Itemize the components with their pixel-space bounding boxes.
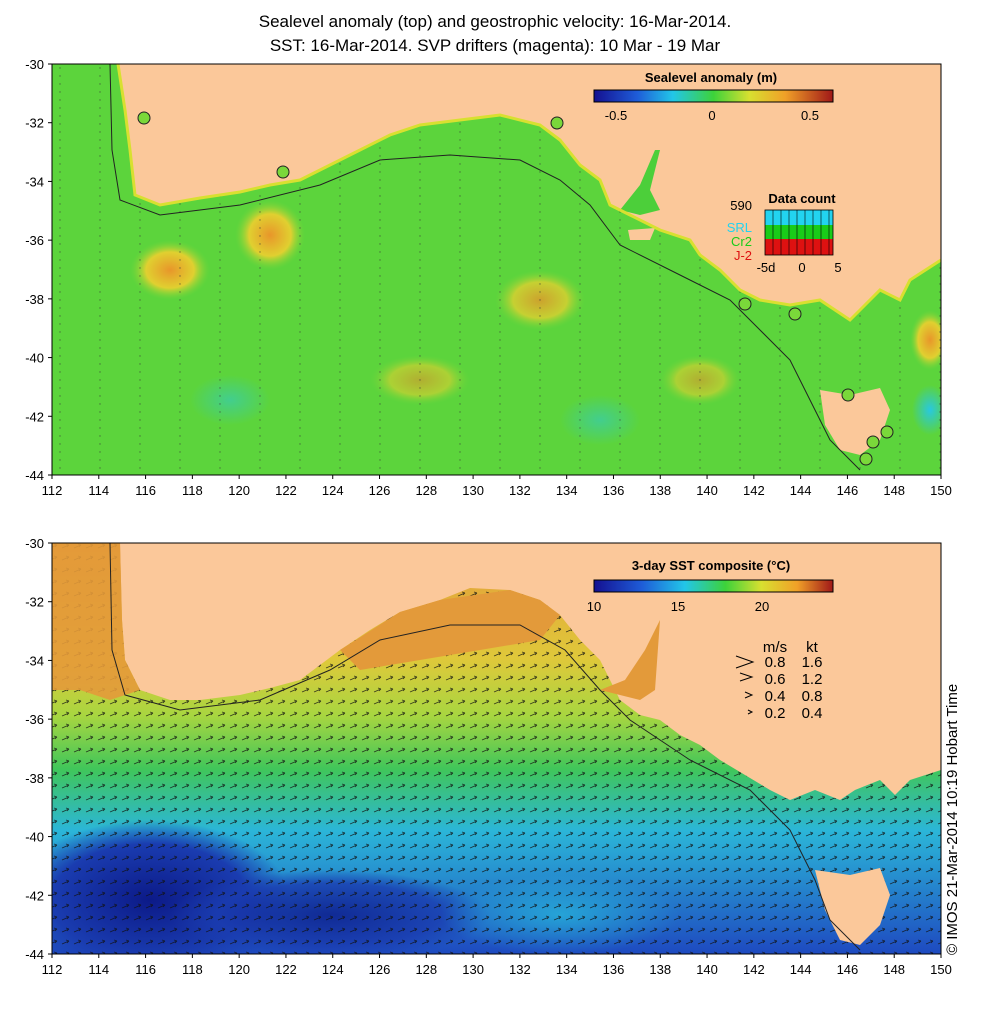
top-y-tick-label: -34	[25, 174, 44, 189]
bottom-y-tick-label: -38	[25, 771, 44, 786]
data-count-series-cr2: Cr2	[731, 234, 752, 249]
bottom-x-tick-label: 126	[369, 962, 391, 977]
bottom-x-tick-label: 120	[228, 962, 250, 977]
bottom-y-tick-label: -32	[25, 595, 44, 610]
bottom-x-tick-label: 150	[930, 962, 952, 977]
bottom-y-tick-label: -30	[25, 536, 44, 551]
sla-tick-1: 0	[708, 108, 715, 123]
sst-tick-1: 15	[671, 599, 685, 614]
data-count-tick-0: -5d	[757, 260, 776, 275]
data-count-bars	[764, 209, 834, 256]
australia-landmass-top	[52, 64, 941, 320]
bottom-x-tick-label: 146	[837, 962, 859, 977]
speed-row-3-kt: 0.8	[802, 688, 823, 705]
top-x-tick-label: 124	[322, 483, 344, 498]
sla-tick-2: 0.5	[801, 108, 819, 123]
top-x-tick-label: 130	[462, 483, 484, 498]
bottom-x-tick-label: 142	[743, 962, 765, 977]
bottom-x-tick-label: 112	[42, 962, 63, 977]
australia-landmass-bottom	[120, 543, 941, 800]
top-x-tick-label: 120	[228, 483, 250, 498]
top-y-tick-label: -30	[25, 57, 44, 72]
data-count-inset: Data count 590 SRL Cr2 J-2 -5d 0 5	[727, 191, 842, 275]
speed-row-3-ms: 0.4	[765, 688, 786, 705]
top-map-frame	[51, 63, 942, 476]
top-y-tick-label: -38	[25, 292, 44, 307]
map-title-line-1: Sealevel anomaly (top) and geostrophic v…	[258, 12, 732, 31]
speed-row-4-ms: 0.2	[765, 705, 786, 722]
bottom-y-tick-label: -44	[25, 947, 44, 962]
top-x-tick-label: 150	[930, 483, 952, 498]
imos-copyright: © IMOS 21-Mar-2014 10:19 Hobart Time	[944, 683, 961, 955]
top-x-tick-label: 146	[837, 483, 859, 498]
top-x-tick-label: 116	[135, 483, 156, 498]
data-count-tick-1: 0	[798, 260, 805, 275]
top-x-tick-label: 122	[275, 483, 297, 498]
bottom-x-tick-label: 132	[509, 962, 531, 977]
data-count-series-srl: SRL	[727, 220, 752, 235]
top-y-tick-label: -40	[25, 351, 44, 366]
bottom-y-tick-label: -40	[25, 830, 44, 845]
data-count-series-j2: J-2	[734, 248, 752, 263]
bottom-x-tick-label: 136	[603, 962, 625, 977]
bottom-x-tick-label: 128	[415, 962, 437, 977]
sst-tick-0: 10	[587, 599, 601, 614]
bottom-y-tick-label: -36	[25, 712, 44, 727]
sea-level-anomaly-map	[52, 64, 941, 475]
top-x-tick-label: 144	[790, 483, 812, 498]
top-x-tick-label: 118	[182, 483, 203, 498]
bottom-x-tick-label: 134	[556, 962, 578, 977]
top-x-tick-label: 148	[883, 483, 905, 498]
velocity-scale-legend: m/s kt 0.8 1.6 0.6 1.2 0.4 0.8 0.2 0.4	[735, 639, 823, 722]
sst-colorbar-title: 3-day SST composite (°C)	[632, 558, 790, 573]
sla-tick-0: -0.5	[605, 108, 627, 123]
bottom-x-tick-label: 138	[649, 962, 671, 977]
sla-colorbar: Sealevel anomaly (m) -0.5 0 0.5	[593, 70, 834, 123]
bottom-x-tick-label: 122	[275, 962, 297, 977]
bottom-x-tick-label: 130	[462, 962, 484, 977]
top-x-tick-label: 126	[369, 483, 391, 498]
tasmania-bottom	[815, 868, 890, 945]
top-x-tick-label: 128	[415, 483, 437, 498]
bottom-x-tick-label: 116	[135, 962, 156, 977]
speed-row-2-kt: 1.2	[802, 671, 823, 688]
speed-row-1-kt: 1.6	[802, 654, 823, 671]
bottom-x-tick-label: 144	[790, 962, 812, 977]
bottom-x-tick-label: 114	[88, 962, 109, 977]
top-x-tick-label: 112	[42, 483, 63, 498]
top-x-tick-label: 138	[649, 483, 671, 498]
speed-unit-kt: kt	[806, 639, 819, 656]
data-count-tick-2: 5	[834, 260, 841, 275]
top-x-tick-label: 140	[696, 483, 718, 498]
speed-row-1-ms: 0.8	[765, 654, 786, 671]
sst-map	[52, 543, 941, 954]
top-x-tick-label: 142	[743, 483, 765, 498]
data-count-title: Data count	[768, 191, 836, 206]
map-axes: 112 114 116 118 120 122 124 126 128 130 132 134 136 1…	[25, 57, 952, 977]
sst-tick-2: 20	[755, 599, 769, 614]
top-x-tick-label: 132	[509, 483, 531, 498]
top-x-tick-label: 114	[88, 483, 109, 498]
sla-colorbar-title: Sealevel anomaly (m)	[645, 70, 777, 85]
top-y-tick-label: -42	[25, 409, 44, 424]
bottom-x-tick-label: 148	[883, 962, 905, 977]
bottom-x-tick-label: 140	[696, 962, 718, 977]
speed-unit-ms: m/s	[763, 639, 787, 656]
top-x-tick-label: 134	[556, 483, 578, 498]
speed-row-2-ms: 0.6	[765, 671, 786, 688]
bottom-map-frame	[51, 542, 942, 955]
bottom-y-tick-label: -34	[25, 653, 44, 668]
bottom-y-tick-label: -42	[25, 888, 44, 903]
top-y-tick-label: -32	[25, 116, 44, 131]
sst-colorbar: 3-day SST composite (°C) 10 15 20	[587, 558, 834, 614]
top-y-tick-label: -36	[25, 233, 44, 248]
speed-row-4-kt: 0.4	[802, 705, 823, 722]
map-title-line-2: SST: 16-Mar-2014. SVP drifters (magenta)…	[269, 36, 721, 55]
bottom-x-tick-label: 118	[182, 962, 203, 977]
bottom-x-tick-label: 124	[322, 962, 344, 977]
data-count-max: 590	[730, 198, 752, 213]
top-y-tick-label: -44	[25, 468, 44, 483]
top-x-tick-label: 136	[603, 483, 625, 498]
